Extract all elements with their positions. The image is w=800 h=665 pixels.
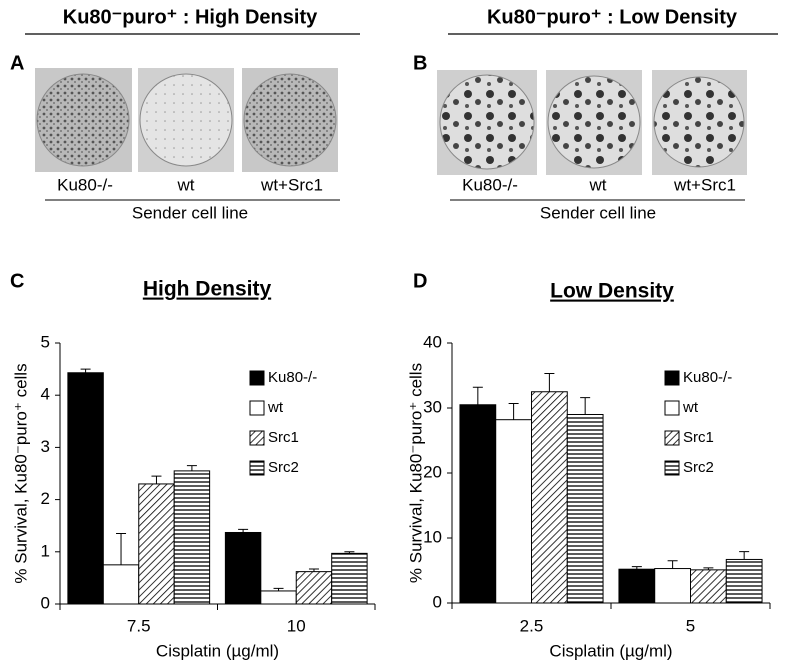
panel-letter: D [413,270,427,292]
y-tick-label: 10 [423,527,442,546]
error-bar [186,465,197,471]
legend-label: Src2 [268,459,299,476]
error-bar [344,551,355,554]
bar [654,568,691,604]
bar [690,569,727,604]
bar [224,531,262,605]
error-bar [273,587,284,591]
bar [459,404,497,604]
panel-letter: B [413,52,427,74]
error-bar [308,568,319,572]
error-bar [739,551,750,560]
error-bar [580,397,591,415]
bar [173,470,211,605]
legend-label: Ku80-/- [683,369,732,386]
bar [566,414,604,604]
legend-label: Src1 [683,429,714,446]
y-tick-label: 3 [41,437,50,456]
y-axis-label: % Survival, Ku80⁻puro⁺ cells [406,363,425,583]
error-bar [472,386,483,405]
error-bar [631,566,642,570]
panel-letter: A [10,52,24,74]
bar [531,391,568,604]
error-bar [151,475,162,484]
x-tick-label: 10 [287,616,306,635]
plate-label: wt+Src1 [260,175,323,194]
legend-label: Ku80-/- [268,369,317,386]
error-bar [508,402,519,420]
bar [618,568,656,604]
y-tick-label: 30 [423,397,442,416]
y-tick-label: 4 [41,385,50,404]
x-axis-label: Cisplatin (µg/ml) [156,641,279,660]
legend-swatch [664,400,680,416]
legend-label: Src1 [268,429,299,446]
y-tick-label: 5 [41,332,50,351]
bar [725,558,763,604]
plate-label: wt [177,175,195,194]
panel-letter: C [10,270,24,292]
y-tick-label: 0 [433,592,442,611]
bar [295,571,333,605]
plate-label: Ku80-/- [57,175,113,194]
chart-title: Low Density [550,280,674,303]
legend-swatch [249,400,265,416]
error-bar [544,373,555,392]
error-bar [238,528,249,533]
error-bar [116,533,127,565]
legend-swatch [249,370,265,386]
panel-title: Ku80⁻puro⁺ : Low Density [487,6,738,28]
legend-swatch [664,430,680,446]
bar [67,372,104,605]
plate-label: Ku80-/- [462,175,518,194]
chart-title: High Density [143,278,272,301]
panel-caption: Sender cell line [540,203,656,222]
y-axis-label: % Survival, Ku80⁻puro⁺ cells [11,363,30,583]
panel-a: A Ku80⁻puro⁺ : High Density Ku80-/- wt w… [10,6,360,222]
plate-label: wt [589,175,607,194]
x-axis-label: Cisplatin (µg/ml) [549,641,672,660]
y-tick-label: 2 [41,489,50,508]
error-bar [667,560,678,569]
x-tick-label: 5 [686,616,695,635]
legend-swatch [664,370,680,386]
panel-caption: Sender cell line [132,203,248,222]
legend-swatch [249,430,265,446]
panel-b: B Ku80⁻puro⁺ : Low Density Ku80-/- wt wt… [413,6,778,222]
error-bar [703,567,714,570]
bar [495,419,533,604]
x-tick-label: 7.5 [127,616,151,635]
panel-title: Ku80⁻puro⁺ : High Density [63,6,318,28]
plate-photos [437,70,747,175]
bar [138,483,175,605]
legend-swatch [664,460,680,476]
y-tick-label: 20 [423,462,442,481]
bar [260,590,297,605]
x-tick-label: 2.5 [520,616,544,635]
legend-swatch [249,460,265,476]
y-tick-label: 0 [41,593,50,612]
legend-label: Src2 [683,459,714,476]
plate-photos [35,68,338,172]
bar [331,552,368,605]
y-tick-label: 1 [41,541,50,560]
error-bar [80,368,91,373]
y-tick-label: 40 [423,332,442,351]
plate-label: wt+Src1 [673,175,736,194]
bar [102,564,140,605]
legend-label: wt [682,399,699,416]
legend-label: wt [267,399,284,416]
